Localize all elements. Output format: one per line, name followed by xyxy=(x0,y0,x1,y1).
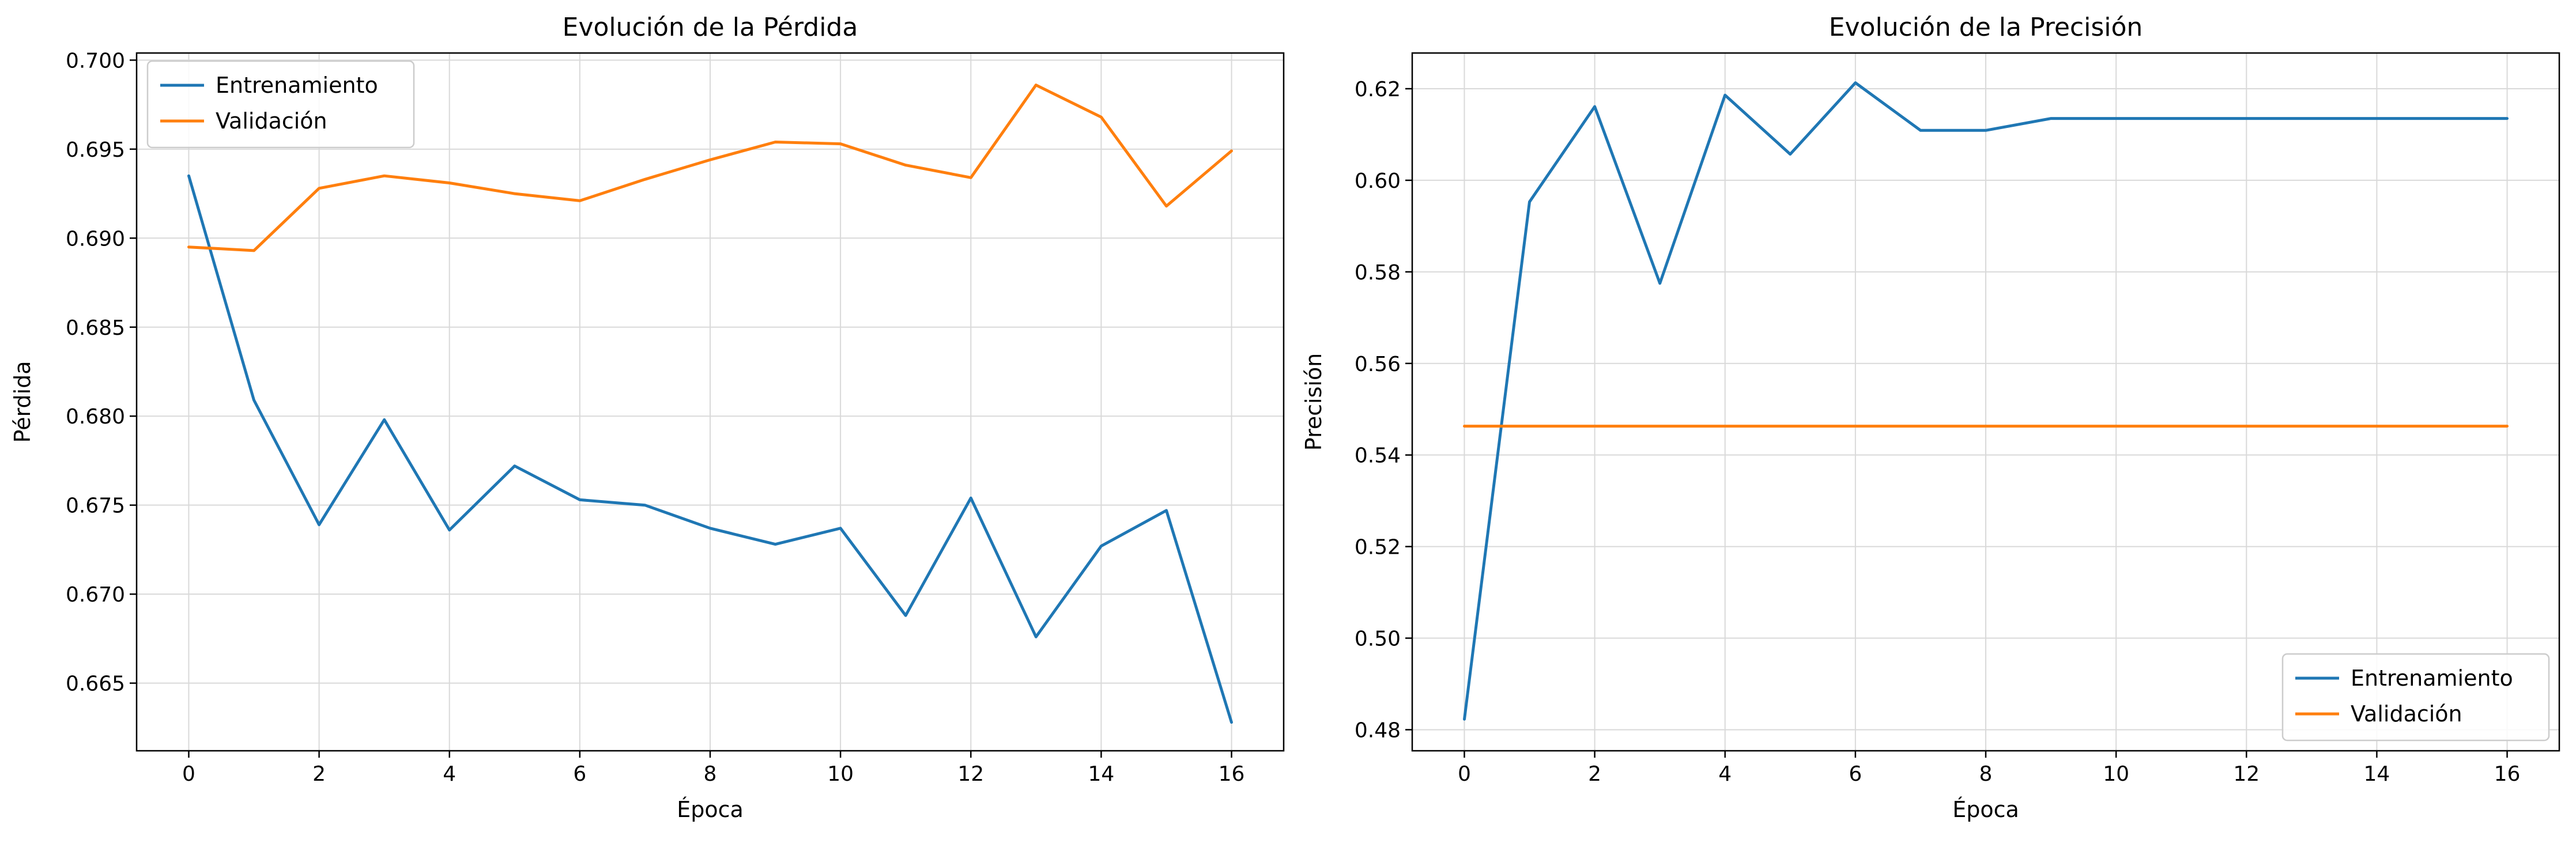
x-tick-label: 8 xyxy=(1979,762,1993,786)
y-tick-label: 0.665 xyxy=(66,672,125,696)
x-tick-label: 4 xyxy=(1718,762,1732,786)
y-tick-label: 0.675 xyxy=(66,494,125,518)
x-tick-label: 6 xyxy=(1849,762,1862,786)
legend-box xyxy=(146,60,415,149)
x-tick-label: 0 xyxy=(1458,762,1471,786)
legend-box xyxy=(2281,653,2550,742)
x-tick-label: 10 xyxy=(2103,762,2129,786)
x-tick-label: 10 xyxy=(827,762,854,786)
y-tick-label: 0.690 xyxy=(66,227,125,251)
legend-label: Validación xyxy=(2351,701,2462,727)
y-tick-label: 0.52 xyxy=(1355,536,1401,559)
accuracy-chart: 0 2 4 6 8 10 12 14 16 0.48 0.50 0.52 0.54 0.56 0.58 0.6… xyxy=(1301,13,2560,822)
y-tick-label: 0.54 xyxy=(1355,444,1401,468)
y-tick-label: 0.62 xyxy=(1355,78,1401,101)
legend-label: Entrenamiento xyxy=(216,73,378,98)
x-tick-label: 14 xyxy=(2364,762,2390,786)
x-tick-label: 4 xyxy=(443,762,456,786)
x-tick-label: 2 xyxy=(312,762,326,786)
y-tick-label: 0.50 xyxy=(1355,627,1401,651)
y-tick-label: 0.58 xyxy=(1355,261,1401,285)
x-axis-label: Época xyxy=(1952,797,2019,822)
y-axis-label: Pérdida xyxy=(10,361,35,443)
legend-label: Validación xyxy=(216,108,327,134)
x-tick-label: 12 xyxy=(957,762,984,786)
y-tick-label: 0.695 xyxy=(66,138,125,162)
chart-title: Evolución de la Precisión xyxy=(1829,13,2143,42)
series-line-train xyxy=(187,174,1233,724)
x-tick-label: 12 xyxy=(2233,762,2260,786)
x-tick-label: 14 xyxy=(1088,762,1115,786)
x-tick-label: 0 xyxy=(182,762,195,786)
loss-chart: 0 2 4 6 8 10 12 14 16 0.665 0.670 0.675 0.680 0.685 0.… xyxy=(10,13,1285,822)
legend-label: Entrenamiento xyxy=(2351,666,2513,691)
y-tick-label: 0.680 xyxy=(66,405,125,429)
y-tick-label: 0.56 xyxy=(1355,353,1401,376)
y-tick-label: 0.60 xyxy=(1355,169,1401,193)
y-tick-label: 0.48 xyxy=(1355,719,1401,742)
x-tick-label: 16 xyxy=(1219,762,1245,786)
legend: Entrenamiento Validación xyxy=(146,60,415,149)
series-line-validation xyxy=(187,84,1233,252)
y-tick-label: 0.700 xyxy=(66,49,125,73)
chart-title: Evolución de la Pérdida xyxy=(563,13,858,42)
x-tick-label: 6 xyxy=(573,762,586,786)
x-tick-label: 2 xyxy=(1588,762,1601,786)
series-line-train xyxy=(1463,81,2509,721)
x-tick-label: 16 xyxy=(2494,762,2521,786)
y-tick-label: 0.685 xyxy=(66,316,125,340)
y-tick-label: 0.670 xyxy=(66,583,125,607)
legend: Entrenamiento Validación xyxy=(2281,653,2550,742)
y-axis-label: Precisión xyxy=(1301,353,1326,451)
x-tick-label: 8 xyxy=(704,762,717,786)
x-axis-label: Época xyxy=(677,797,744,822)
